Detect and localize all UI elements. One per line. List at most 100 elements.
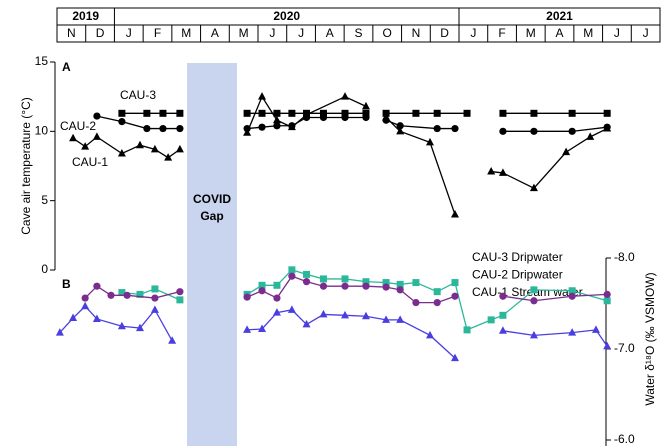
- marker: [176, 109, 184, 117]
- series-line: [59, 305, 608, 359]
- marker: [603, 109, 611, 117]
- marker: [319, 282, 328, 290]
- y2-tick-label: -6.0: [614, 432, 635, 446]
- marker: [258, 109, 266, 117]
- marker: [396, 122, 404, 130]
- marker: [412, 279, 420, 287]
- marker: [319, 275, 327, 283]
- y-tick-label: 15: [35, 54, 49, 68]
- marker: [81, 294, 89, 302]
- marker: [568, 287, 576, 295]
- year-label: 2019: [72, 9, 99, 23]
- marker: [258, 287, 266, 295]
- marker: [450, 210, 459, 218]
- marker: [568, 292, 576, 300]
- marker: [136, 290, 144, 298]
- marker: [487, 167, 496, 175]
- marker: [341, 92, 350, 100]
- marker: [451, 279, 459, 287]
- marker: [433, 124, 441, 133]
- marker: [151, 285, 159, 293]
- marker: [81, 142, 90, 150]
- marker: [302, 278, 311, 286]
- annotation: CAU-1: [72, 155, 108, 169]
- marker: [150, 144, 159, 153]
- marker: [93, 112, 101, 120]
- marker: [396, 126, 405, 135]
- marker: [450, 353, 459, 362]
- marker: [164, 153, 173, 161]
- marker: [288, 266, 296, 274]
- marker: [603, 341, 612, 350]
- year-label: 2020: [273, 9, 300, 23]
- marker: [258, 92, 267, 100]
- marker: [303, 270, 311, 278]
- annotation: CAU-2: [60, 119, 96, 133]
- marker: [396, 286, 404, 294]
- marker: [69, 313, 78, 322]
- month-label: F: [498, 26, 505, 40]
- marker: [362, 113, 370, 122]
- marker: [288, 272, 296, 280]
- y-tick-label: 0: [41, 262, 48, 276]
- month-label: F: [154, 26, 161, 40]
- month-label: J: [126, 26, 132, 40]
- marker: [243, 109, 251, 117]
- y-tick-label: 5: [41, 193, 48, 207]
- marker: [530, 127, 538, 135]
- marker: [341, 113, 349, 122]
- marker: [175, 144, 184, 153]
- marker: [425, 137, 434, 146]
- month-label: N: [412, 26, 421, 40]
- marker: [362, 282, 370, 290]
- marker: [272, 308, 281, 316]
- marker: [487, 316, 495, 324]
- marker: [499, 292, 507, 300]
- marker: [273, 109, 281, 117]
- marker: [361, 311, 370, 320]
- month-label: J: [298, 26, 304, 40]
- marker: [362, 109, 370, 117]
- marker: [243, 128, 252, 136]
- marker: [433, 109, 441, 117]
- marker: [530, 286, 538, 294]
- marker: [498, 168, 507, 176]
- marker: [603, 124, 612, 132]
- marker: [362, 278, 370, 286]
- marker: [382, 315, 391, 323]
- year-label: 2021: [546, 9, 573, 23]
- marker: [69, 133, 78, 142]
- month-label: A: [555, 26, 563, 40]
- marker: [287, 122, 296, 131]
- marker: [159, 109, 167, 117]
- marker: [412, 298, 420, 307]
- month-label: J: [470, 26, 476, 40]
- marker: [568, 328, 577, 336]
- legend-entry: CAU-2 Dripwater: [472, 268, 563, 282]
- panel-label: A: [62, 60, 71, 74]
- marker: [425, 330, 434, 339]
- marker: [529, 330, 538, 339]
- marker: [143, 124, 151, 133]
- panel-label: B: [62, 277, 71, 291]
- month-label: M: [526, 26, 536, 40]
- annotation: CAU-3: [120, 88, 156, 102]
- marker: [341, 109, 349, 117]
- marker: [529, 183, 538, 192]
- marker: [92, 314, 101, 322]
- marker: [243, 325, 252, 333]
- marker: [382, 283, 390, 291]
- marker: [530, 297, 538, 305]
- marker: [117, 149, 126, 157]
- marker: [591, 325, 600, 333]
- month-label: J: [614, 26, 620, 40]
- marker: [568, 127, 576, 135]
- marker: [176, 288, 184, 296]
- marker: [302, 319, 311, 328]
- marker: [143, 109, 151, 117]
- y2-axis-label: Water δ¹⁸O (‰ VSMOW): [643, 272, 657, 405]
- month-label: M: [239, 26, 249, 40]
- marker: [451, 124, 459, 133]
- marker: [81, 301, 90, 310]
- month-label: D: [440, 26, 449, 40]
